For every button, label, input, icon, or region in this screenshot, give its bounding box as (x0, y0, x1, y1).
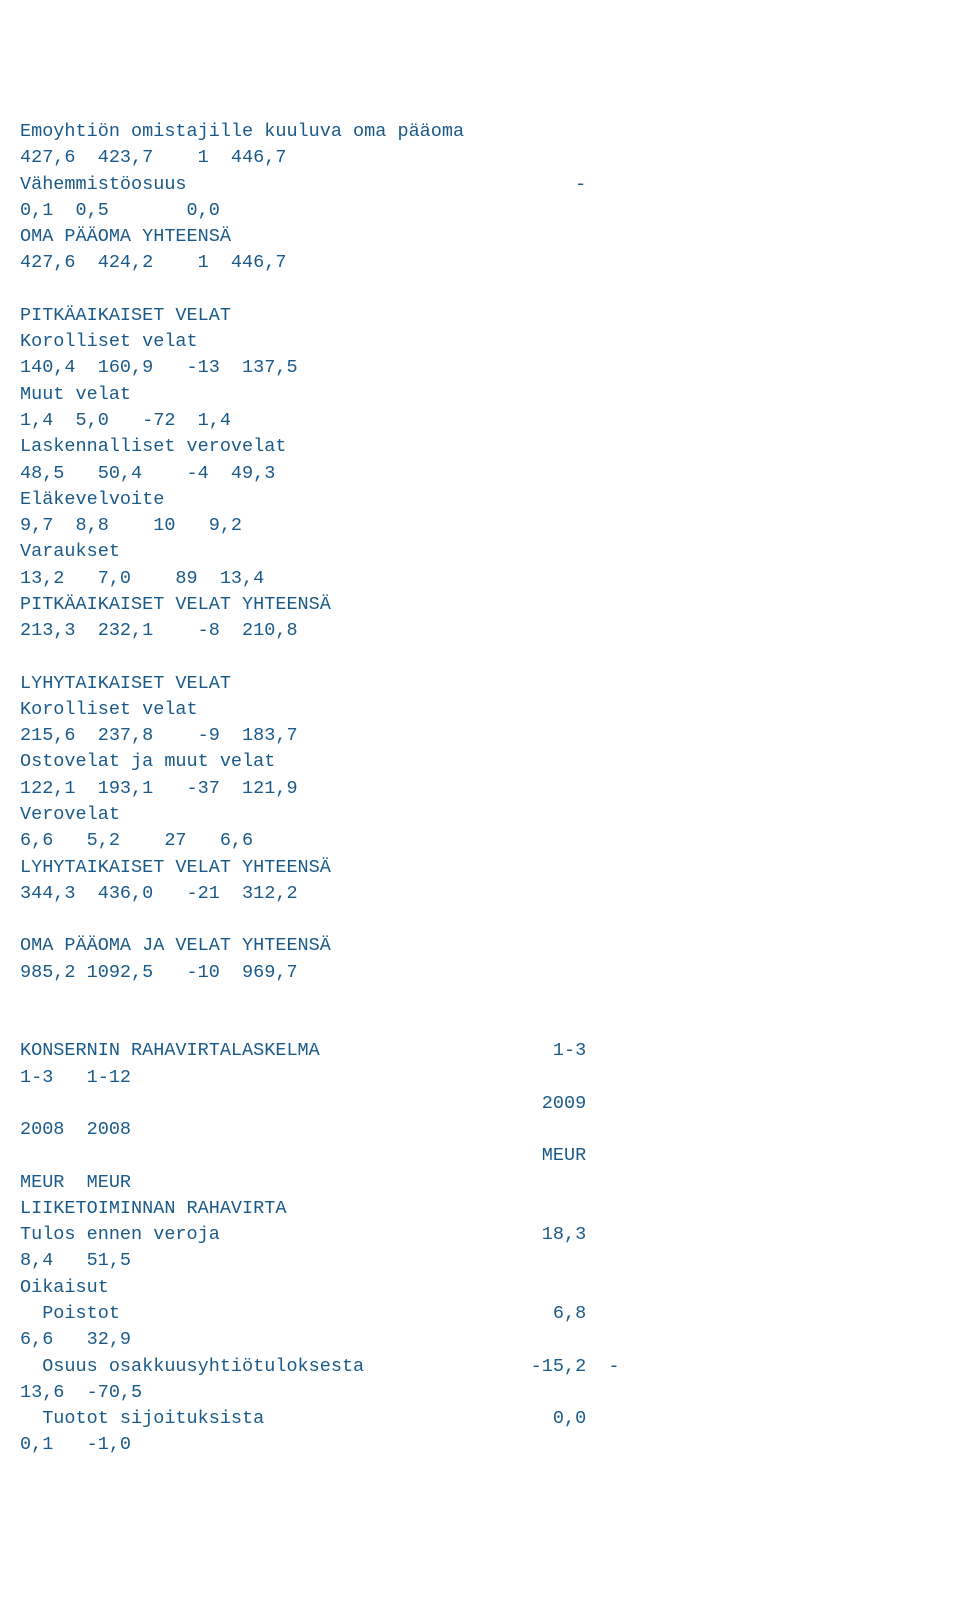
text-line: Verovelat (20, 802, 940, 828)
text-line: Tulos ennen veroja 18,3 (20, 1222, 940, 1248)
text-line: LYHYTAIKAISET VELAT YHTEENSÄ (20, 855, 940, 881)
text-line: MEUR MEUR (20, 1170, 940, 1196)
text-line (20, 986, 940, 1012)
text-line: 6,6 32,9 (20, 1327, 940, 1353)
text-line: 8,4 51,5 (20, 1248, 940, 1274)
text-line: 140,4 160,9 -13 137,5 (20, 355, 940, 381)
text-line: PITKÄAIKAISET VELAT YHTEENSÄ (20, 592, 940, 618)
text-line (20, 1012, 940, 1038)
text-line: 427,6 424,2 1 446,7 (20, 250, 940, 276)
text-line: OMA PÄÄOMA JA VELAT YHTEENSÄ (20, 933, 940, 959)
text-line: 0,1 0,5 0,0 (20, 198, 940, 224)
text-line: 1-3 1-12 (20, 1065, 940, 1091)
text-line: 344,3 436,0 -21 312,2 (20, 881, 940, 907)
text-line (20, 907, 940, 933)
text-line: OMA PÄÄOMA YHTEENSÄ (20, 224, 940, 250)
text-line: 48,5 50,4 -4 49,3 (20, 461, 940, 487)
text-line: 122,1 193,1 -37 121,9 (20, 776, 940, 802)
text-line: Vähemmistöosuus - (20, 172, 940, 198)
text-line: 2008 2008 (20, 1117, 940, 1143)
text-line: 13,2 7,0 89 13,4 (20, 566, 940, 592)
text-line: 985,2 1092,5 -10 969,7 (20, 960, 940, 986)
text-line: Osuus osakkuusyhtiötuloksesta -15,2 - (20, 1354, 940, 1380)
document-body: Emoyhtiön omistajille kuuluva oma pääoma… (20, 119, 940, 1459)
text-line: LIIKETOIMINNAN RAHAVIRTA (20, 1196, 940, 1222)
text-line: Oikaisut (20, 1275, 940, 1301)
text-line: Varaukset (20, 539, 940, 565)
text-line: 0,1 -1,0 (20, 1432, 940, 1458)
text-line: Emoyhtiön omistajille kuuluva oma pääoma (20, 119, 940, 145)
text-line: Laskennalliset verovelat (20, 434, 940, 460)
text-line: 213,3 232,1 -8 210,8 (20, 618, 940, 644)
text-line: LYHYTAIKAISET VELAT (20, 671, 940, 697)
text-line (20, 277, 940, 303)
text-line: 427,6 423,7 1 446,7 (20, 145, 940, 171)
text-line: PITKÄAIKAISET VELAT (20, 303, 940, 329)
text-line: MEUR (20, 1143, 940, 1169)
text-line: Ostovelat ja muut velat (20, 749, 940, 775)
text-line (20, 644, 940, 670)
text-line: Muut velat (20, 382, 940, 408)
text-line: 215,6 237,8 -9 183,7 (20, 723, 940, 749)
text-line: 2009 (20, 1091, 940, 1117)
text-line: KONSERNIN RAHAVIRTALASKELMA 1-3 (20, 1038, 940, 1064)
text-line: Tuotot sijoituksista 0,0 (20, 1406, 940, 1432)
text-line: Korolliset velat (20, 329, 940, 355)
text-line: 1,4 5,0 -72 1,4 (20, 408, 940, 434)
text-line: 9,7 8,8 10 9,2 (20, 513, 940, 539)
text-line: 13,6 -70,5 (20, 1380, 940, 1406)
text-line: 6,6 5,2 27 6,6 (20, 828, 940, 854)
text-line: Poistot 6,8 (20, 1301, 940, 1327)
text-line: Eläkevelvoite (20, 487, 940, 513)
text-line: Korolliset velat (20, 697, 940, 723)
